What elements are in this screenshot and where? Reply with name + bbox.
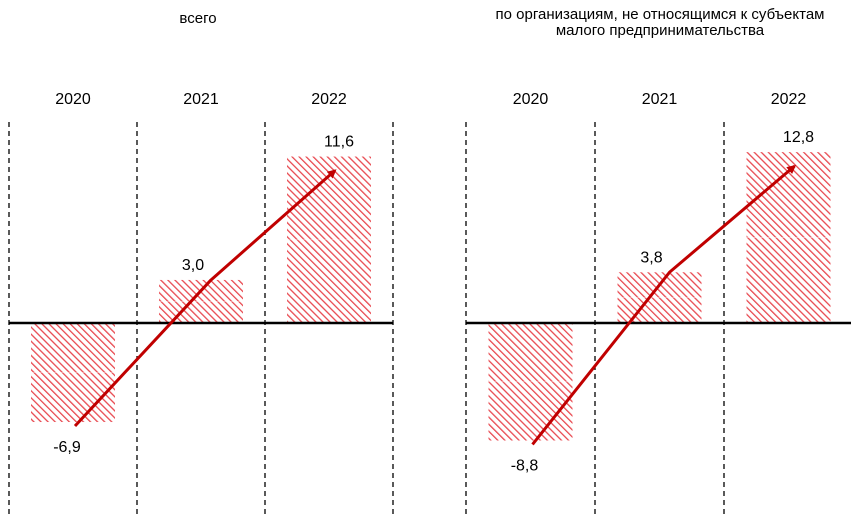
tick-label-2020: 2020 <box>513 91 549 108</box>
chart-panel-2: 2020 2021 2022 -8,8 3,8 12,8 <box>465 91 851 518</box>
data-label-2020: -6,9 <box>53 439 81 456</box>
trend-arrow <box>531 164 797 446</box>
trend-arrow <box>73 169 337 428</box>
tick-label-2022: 2022 <box>311 91 347 108</box>
tick-label-2020: 2020 <box>55 91 91 108</box>
data-label-2021: 3,8 <box>640 249 662 266</box>
data-label-2021: 3,0 <box>182 257 204 274</box>
chart-panel-1: 2020 2021 2022 -6,9 3,0 11,6 <box>8 91 394 518</box>
data-label-2020: -8,8 <box>511 457 539 474</box>
tick-label-2021: 2021 <box>183 91 219 108</box>
chart-title-right: по организациям, не относящимся к субъек… <box>495 6 825 39</box>
tick-label-2021: 2021 <box>642 91 678 108</box>
chart-title-left: всего <box>179 10 217 27</box>
data-label-2022: 11,6 <box>324 134 354 151</box>
data-label-2022: 12,8 <box>783 129 814 146</box>
tick-label-2022: 2022 <box>771 91 807 108</box>
